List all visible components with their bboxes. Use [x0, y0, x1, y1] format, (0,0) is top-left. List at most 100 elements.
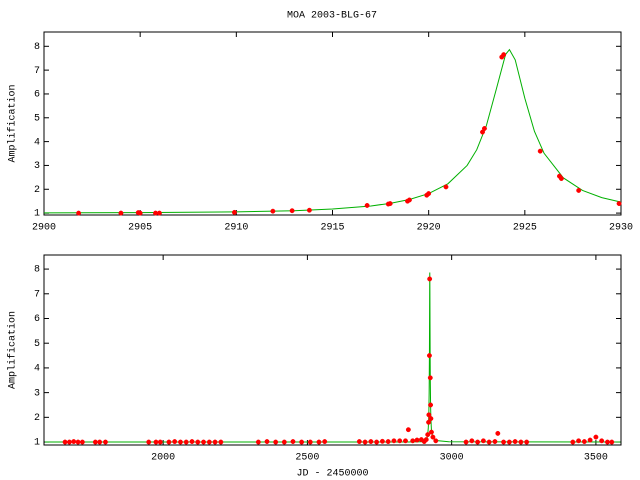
data-point	[397, 438, 403, 444]
data-point	[281, 439, 287, 445]
x-tick-label: 2905	[128, 223, 152, 234]
y-tick-label: 3	[34, 161, 40, 172]
data-point	[426, 412, 432, 418]
data-point	[183, 439, 189, 445]
data-point	[118, 210, 124, 216]
data-point	[604, 439, 610, 445]
data-point	[405, 427, 411, 433]
data-point	[206, 439, 212, 445]
data-point	[428, 416, 434, 422]
data-point	[430, 434, 436, 440]
data-point	[506, 439, 512, 445]
data-point	[414, 437, 420, 443]
data-point	[322, 439, 328, 444]
data-point	[92, 439, 98, 445]
data-point	[410, 438, 416, 444]
data-point	[387, 201, 393, 207]
y-axis-label: Amplification	[7, 311, 19, 389]
data-point	[492, 439, 498, 444]
data-point	[146, 439, 152, 445]
data-point	[537, 148, 543, 154]
data-point	[501, 439, 507, 445]
data-point	[429, 429, 434, 435]
data-point	[599, 438, 605, 444]
data-point	[316, 439, 322, 445]
x-axis-label: JD - 2450000	[296, 469, 368, 480]
data-point	[306, 207, 312, 213]
x-tick-label: 2500	[295, 453, 319, 464]
x-tick-label: 2900	[32, 223, 56, 234]
data-point	[218, 439, 224, 445]
data-point	[616, 201, 622, 207]
data-point	[587, 437, 593, 443]
data-point	[195, 439, 201, 445]
data-point	[201, 439, 206, 445]
data-point	[481, 126, 487, 131]
y-tick-label: 2	[34, 185, 40, 196]
data-point	[443, 184, 449, 190]
data-point	[576, 438, 582, 444]
data-point	[156, 210, 162, 216]
y-tick-label: 1	[34, 438, 40, 449]
data-point	[609, 439, 615, 445]
data-point	[273, 439, 279, 445]
data-point	[406, 197, 412, 203]
data-point	[427, 375, 433, 381]
data-point	[374, 439, 380, 445]
chart-title: MOA 2003-BLG-67	[287, 11, 377, 22]
data-point	[475, 439, 481, 445]
data-point	[593, 434, 599, 440]
data-point	[166, 439, 172, 445]
data-point	[425, 432, 431, 438]
y-axis-label: Amplification	[7, 84, 19, 162]
data-point	[75, 439, 81, 445]
data-point	[463, 439, 469, 445]
model-curve	[43, 48, 622, 214]
plot-frame	[43, 254, 622, 446]
data-point	[426, 419, 432, 425]
data-point	[290, 439, 296, 444]
data-point	[501, 52, 507, 58]
data-point	[307, 439, 313, 445]
y-tick-label: 6	[34, 90, 40, 101]
y-tick-label: 8	[34, 265, 40, 276]
data-point	[426, 191, 432, 197]
data-point	[364, 203, 370, 208]
data-point	[62, 439, 68, 445]
data-point	[512, 439, 518, 444]
data-point	[518, 439, 524, 445]
x-tick-label: 3500	[584, 453, 608, 464]
data-point	[97, 439, 103, 445]
data-point	[299, 439, 305, 445]
data-point	[428, 402, 434, 408]
x-tick-label: 2925	[513, 223, 537, 234]
data-point	[255, 439, 261, 445]
y-tick-label: 5	[34, 113, 40, 124]
data-point	[524, 439, 530, 445]
y-tick-label: 3	[34, 388, 40, 399]
data-point	[289, 208, 295, 214]
data-point	[427, 276, 433, 282]
y-tick-label: 4	[34, 364, 40, 375]
data-point	[71, 439, 77, 444]
x-tick-label: 2930	[609, 223, 633, 234]
data-point	[212, 439, 218, 445]
data-point	[576, 188, 582, 193]
data-point	[486, 439, 492, 445]
y-tick-label: 1	[34, 209, 40, 220]
x-tick-label: 3000	[440, 453, 464, 464]
data-point	[403, 438, 408, 444]
data-point	[469, 438, 475, 444]
data-point	[581, 439, 587, 444]
x-tick-label: 2910	[224, 223, 248, 234]
data-point	[385, 439, 391, 444]
x-tick-label: 2000	[151, 453, 175, 464]
data-point	[157, 439, 163, 445]
data-point	[264, 439, 270, 444]
data-point	[137, 210, 143, 216]
data-point	[362, 439, 368, 445]
data-point	[356, 439, 362, 444]
data-point	[570, 439, 576, 445]
data-point	[153, 439, 159, 445]
